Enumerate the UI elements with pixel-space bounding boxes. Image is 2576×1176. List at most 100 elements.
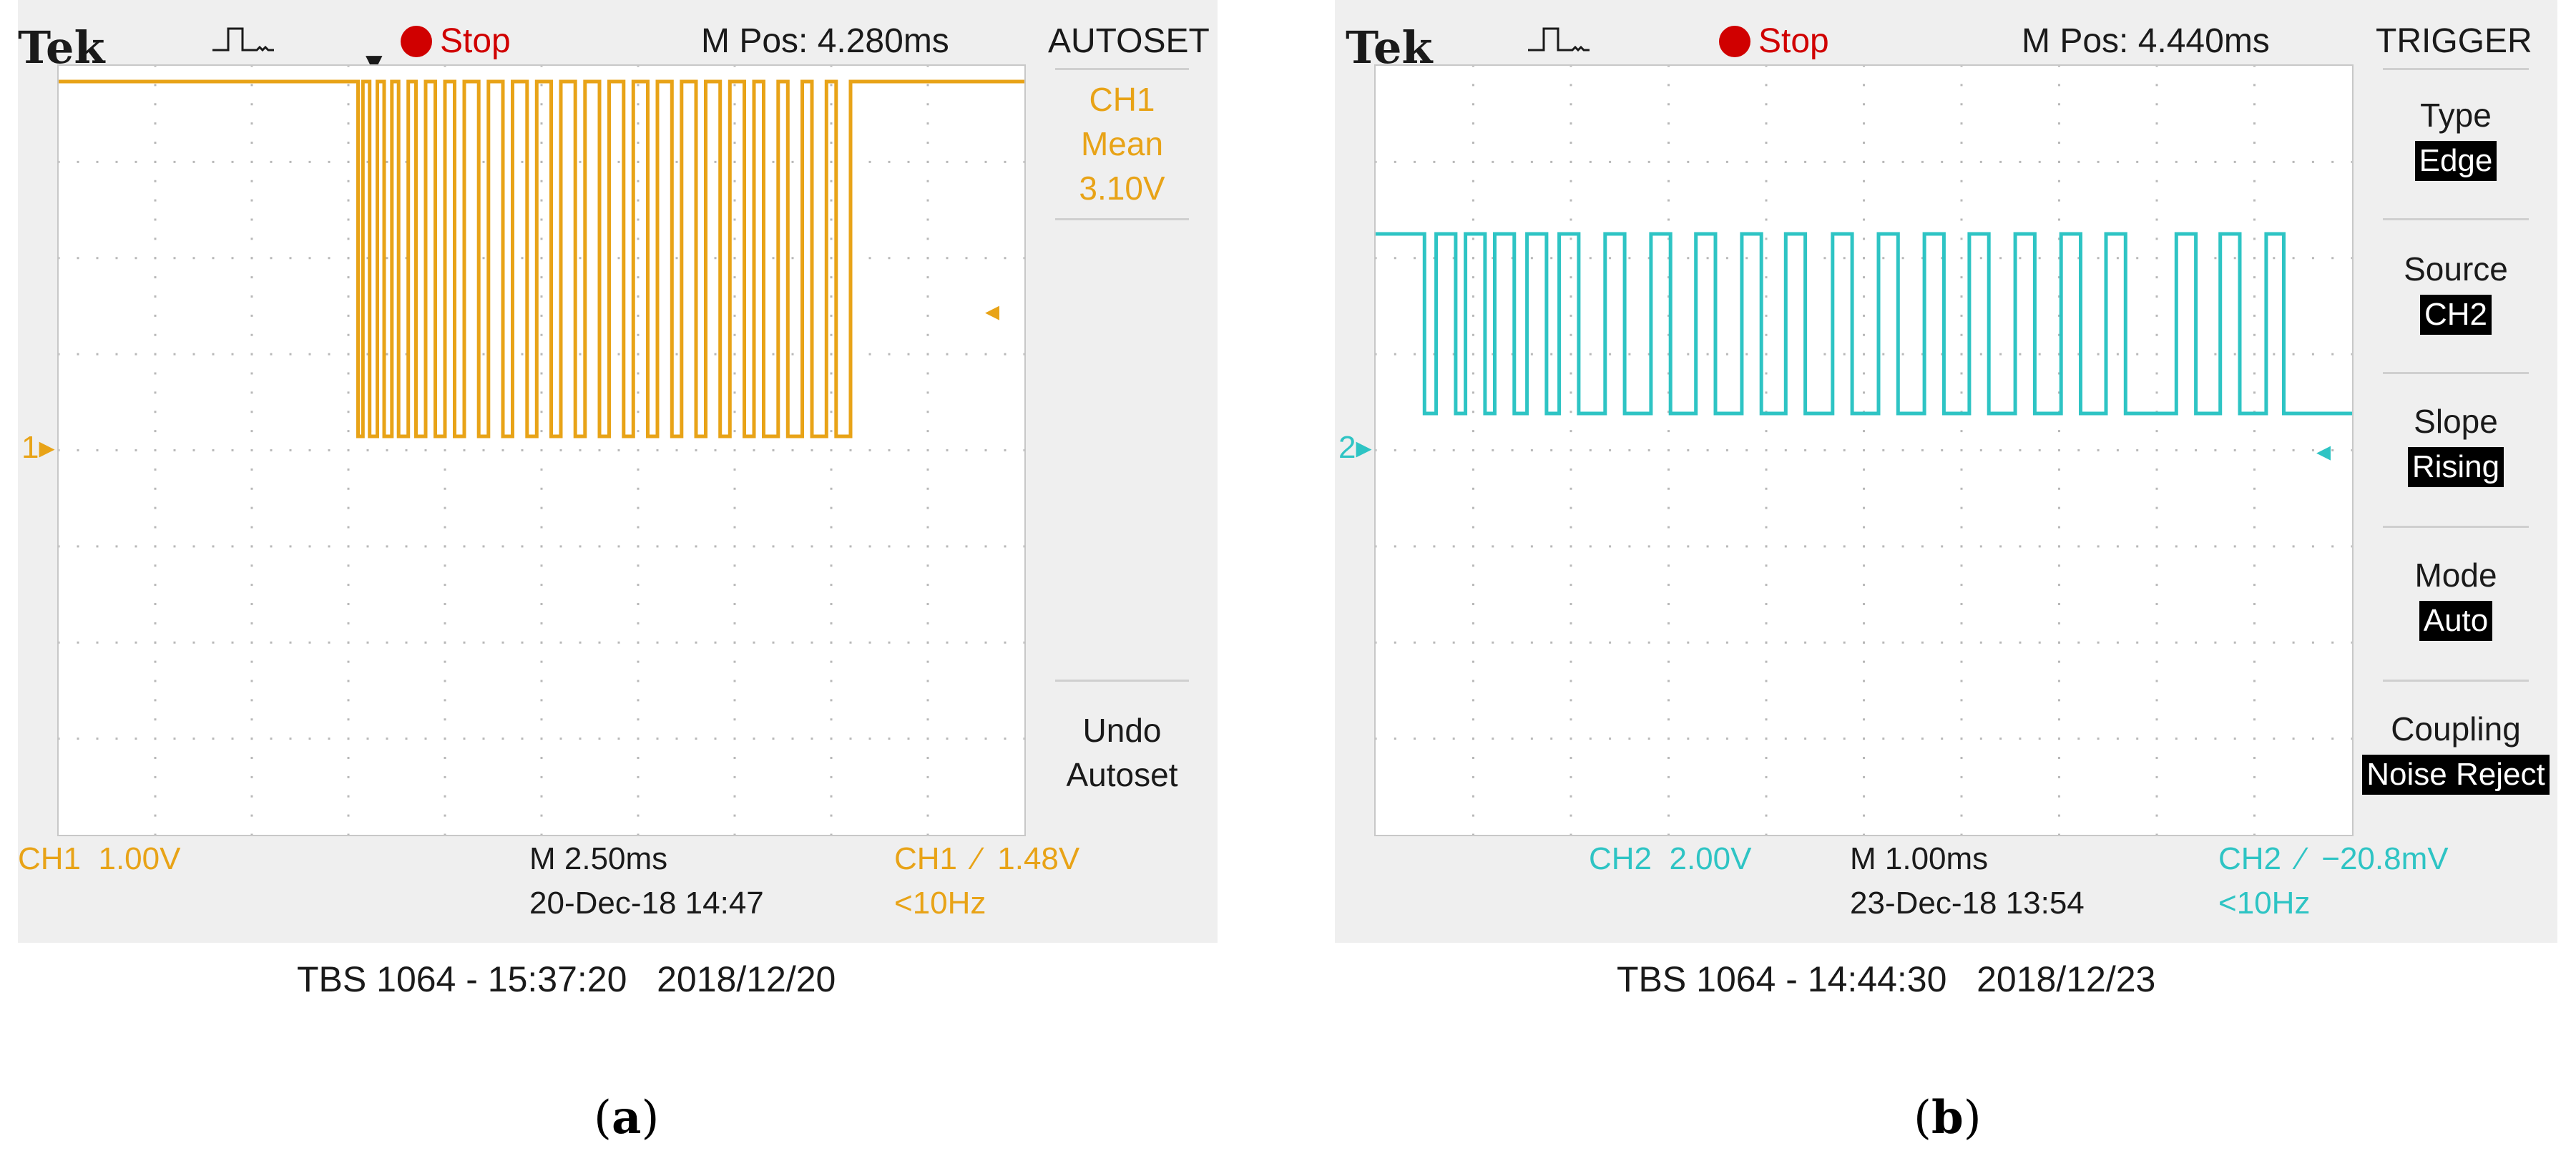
grid-dot <box>1765 641 1768 644</box>
grid-dot <box>1765 506 1768 509</box>
grid-dot <box>1823 449 1826 451</box>
grid-dot <box>637 237 640 240</box>
grid-dot <box>1999 353 2002 356</box>
grid-dot <box>347 660 350 663</box>
grid-dot <box>598 545 601 548</box>
grid-dot <box>482 545 485 548</box>
grid-dot <box>1530 160 1533 163</box>
grid-dot <box>2077 545 2080 548</box>
menu-value: Noise Reject <box>2362 755 2550 795</box>
grid-dot <box>1647 738 1650 740</box>
grid-dot <box>2058 487 2060 490</box>
grid-dot <box>1960 699 1963 702</box>
grid-dot <box>1765 622 1768 624</box>
grid-dot <box>289 641 292 644</box>
grid-dot <box>637 276 640 279</box>
grid-dot <box>347 795 350 798</box>
grid-dot <box>1472 468 1474 471</box>
grid-dot <box>250 180 253 182</box>
grid-dot <box>830 391 833 394</box>
grid-dot <box>733 468 736 471</box>
grid-dot <box>1569 526 1572 529</box>
grid-dot <box>2058 314 2060 317</box>
grid-dot <box>2136 545 2139 548</box>
grid-dot <box>1863 160 1865 163</box>
grid-dot <box>2155 449 2158 451</box>
menu-item-source[interactable]: Source CH2 <box>2354 247 2557 335</box>
grid-dot <box>1472 526 1474 529</box>
grid-dot <box>1960 84 1963 87</box>
grid-dot <box>926 237 929 240</box>
grid-dot <box>212 257 215 260</box>
menu-line: Undo <box>1082 712 1162 749</box>
grid-dot <box>1960 257 1963 260</box>
grid-dot <box>2058 391 2060 394</box>
grid-dot <box>1667 795 1670 798</box>
menu-item-coupling[interactable]: Coupling Noise Reject <box>2354 707 2557 795</box>
grid-dot <box>830 103 833 106</box>
grid-dot <box>1687 641 1690 644</box>
horizontal-position: M Pos: 4.440ms <box>2022 22 2270 60</box>
grid-dot <box>2155 833 2158 835</box>
grid-dot <box>1492 449 1494 451</box>
grid-dot <box>347 506 350 509</box>
grid-dot <box>1004 257 1007 260</box>
graticule <box>1374 64 2354 836</box>
grid-dot <box>1863 718 1865 721</box>
grid-dot <box>2155 699 2158 702</box>
grid-dot <box>521 545 524 548</box>
grid-dot <box>1667 757 1670 759</box>
grid-dot <box>347 833 350 835</box>
grid-dot <box>1472 160 1474 163</box>
grid-dot <box>1511 641 1514 644</box>
grid-dot <box>2058 66 2060 67</box>
grid-dot <box>1433 738 1436 740</box>
menu-item-ch1-mean[interactable]: CH1 Mean 3.10V <box>1027 77 1218 210</box>
grid-dot <box>772 545 775 548</box>
grid-dot <box>2058 353 2060 356</box>
grid-dot <box>270 545 273 548</box>
menu-item-mode[interactable]: Mode Auto <box>2354 553 2557 642</box>
grid-dot <box>250 660 253 663</box>
grid-dot <box>1452 449 1455 451</box>
grid-dot <box>1687 257 1690 260</box>
grid-dot <box>1492 641 1494 644</box>
grid-dot <box>1569 814 1572 817</box>
menu-item-undo-autoset[interactable]: Undo Autoset <box>1027 708 1218 797</box>
grid-dot <box>154 564 157 567</box>
waveform-plot <box>59 66 1024 835</box>
grid-dot <box>1765 603 1768 605</box>
grid-dot <box>540 506 543 509</box>
grid-dot <box>154 718 157 721</box>
grid-dot <box>1863 333 1865 336</box>
grid-dot <box>1863 372 1865 375</box>
grid-dot <box>926 506 929 509</box>
grid-dot <box>1765 526 1768 529</box>
grid-dot <box>424 641 427 644</box>
grid-dot <box>250 468 253 471</box>
grid-dot <box>1511 449 1514 451</box>
grid-dot <box>579 641 582 644</box>
grid-dot <box>1667 660 1670 663</box>
grid-dot <box>559 449 562 451</box>
grid-dot <box>1960 142 1963 144</box>
horizontal-position: M Pos: 4.280ms <box>701 22 949 60</box>
grid-dot <box>1901 353 1904 356</box>
grid-dot <box>1863 276 1865 279</box>
grid-dot <box>2155 775 2158 778</box>
grid-dot <box>308 353 311 356</box>
grid-dot <box>830 757 833 759</box>
grid-dot <box>637 142 640 144</box>
menu-item-type[interactable]: Type Edge <box>2354 93 2557 182</box>
grid-dot <box>289 449 292 451</box>
grid-dot <box>2253 641 2256 644</box>
grid-dot <box>926 122 929 125</box>
grid-dot <box>540 680 543 682</box>
grid-dot <box>733 660 736 663</box>
grid-dot <box>1472 545 1474 548</box>
menu-item-slope[interactable]: Slope Rising <box>2354 399 2557 488</box>
grid-dot <box>1667 718 1670 721</box>
grid-dot <box>2155 391 2158 394</box>
grid-dot <box>714 160 717 163</box>
grid-dot <box>1472 680 1474 682</box>
